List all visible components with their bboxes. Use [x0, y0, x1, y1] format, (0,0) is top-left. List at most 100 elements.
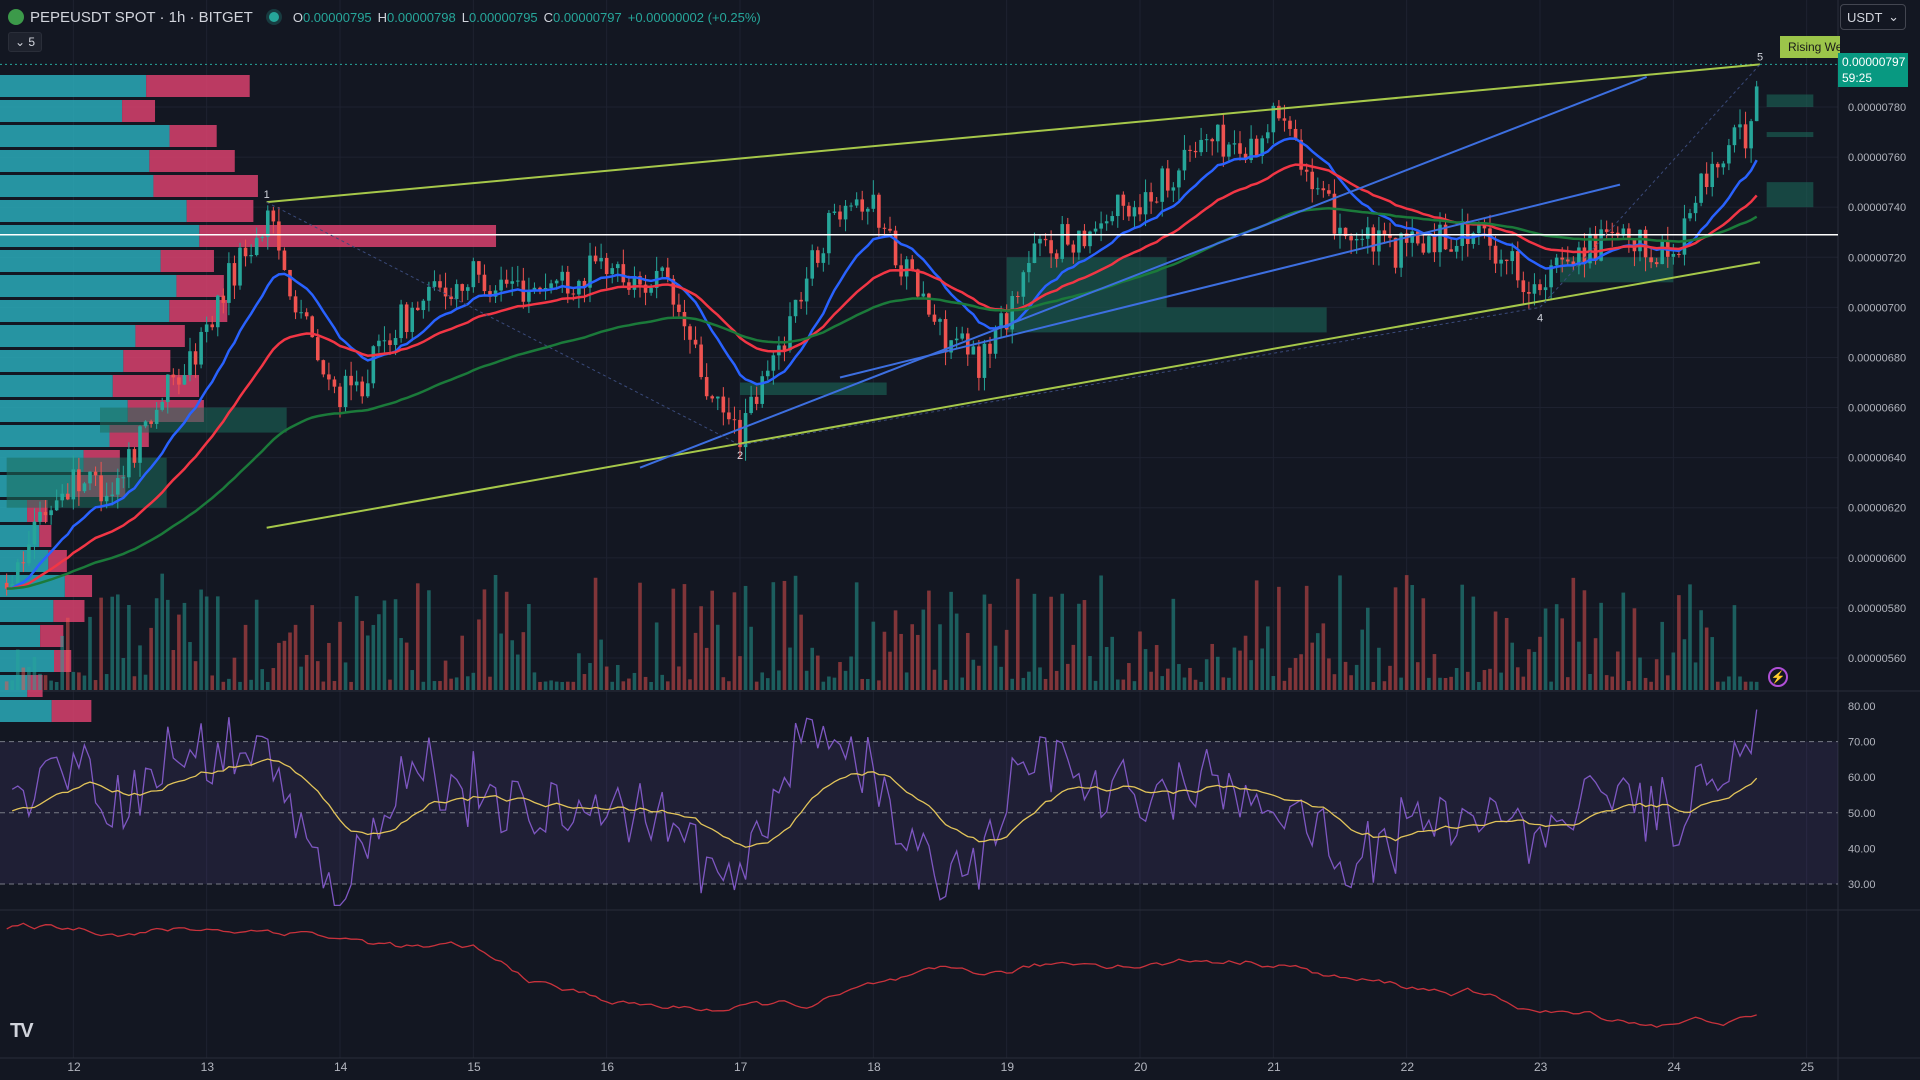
candle-body — [471, 261, 476, 288]
volume-bar — [1521, 676, 1526, 690]
candle-body — [1115, 194, 1120, 217]
volume-bar — [577, 653, 581, 690]
volume-bar — [693, 632, 698, 690]
volume-bar — [110, 596, 115, 690]
volume-profile-up — [0, 425, 110, 447]
volume-bar — [1082, 600, 1087, 690]
candle-body — [1754, 86, 1759, 122]
candle-body — [793, 299, 798, 317]
volume-bar — [115, 594, 120, 690]
volume-bar — [1449, 676, 1453, 690]
candle-body — [1454, 245, 1459, 252]
volume-bar — [493, 575, 498, 690]
volume-bar — [1727, 676, 1731, 690]
volume-bar — [749, 626, 753, 690]
volume-bar — [438, 681, 442, 690]
candle-body — [988, 343, 992, 354]
candle-body — [449, 296, 453, 300]
symbol-title[interactable]: PEPEUSDT SPOT · 1h · BITGET — [30, 8, 253, 26]
candle-body — [1349, 236, 1353, 241]
candle-body — [404, 304, 409, 332]
candle-body — [810, 250, 815, 279]
candle-body — [215, 295, 220, 328]
volume-profile-down — [51, 700, 92, 722]
candle-body — [527, 290, 531, 302]
volume-bar — [65, 617, 70, 690]
candle-body — [921, 293, 926, 297]
candle-body — [354, 381, 359, 386]
volume-bar — [1665, 675, 1670, 690]
candle-body — [1660, 241, 1665, 265]
price-tick-label: 0.00000580 — [1848, 603, 1906, 615]
volume-bar — [1471, 596, 1476, 690]
candle-body — [688, 326, 692, 340]
volume-profile-down — [176, 275, 224, 297]
candle-body — [1315, 188, 1320, 190]
candle-body — [77, 469, 81, 492]
candle-body — [677, 304, 681, 312]
volume-bar — [1404, 575, 1409, 690]
candle-body — [221, 295, 226, 303]
symbol-header[interactable]: PEPEUSDT SPOT · 1h · BITGET O 0.00000795 … — [8, 6, 767, 28]
candle-body — [599, 257, 603, 262]
volume-bar — [1165, 668, 1170, 690]
volume-bar — [738, 656, 742, 690]
volume-bar — [349, 681, 353, 690]
candle-body — [1543, 287, 1548, 291]
candle-body — [32, 521, 37, 545]
volume-bar — [715, 624, 720, 690]
volume-bar — [1243, 635, 1248, 690]
volume-bar — [421, 681, 426, 690]
volume-bar — [399, 638, 403, 690]
candle-body — [1082, 230, 1087, 247]
time-tick-label: 20 — [1134, 1060, 1148, 1074]
tradingview-logo[interactable]: TV — [10, 1020, 34, 1042]
rsi-tick-label: 60.00 — [1848, 772, 1876, 784]
wedge-pattern[interactable]: 1 2 4 5 — [0, 51, 1838, 529]
pepe-coin-icon — [8, 9, 24, 25]
candle-body — [743, 413, 748, 448]
volume-bar — [760, 672, 765, 690]
candle-body — [1210, 139, 1215, 142]
candle-body — [371, 346, 376, 384]
candle-body — [1127, 205, 1131, 217]
candle-body — [1132, 207, 1137, 217]
pattern-label[interactable]: Rising We — [1780, 36, 1840, 58]
volume-bar — [871, 621, 876, 690]
volume-profile-up — [0, 600, 54, 622]
candle-body — [1249, 138, 1253, 161]
volume-bar — [299, 666, 303, 690]
market-status-dot[interactable] — [268, 12, 279, 22]
indicators-toggle-button[interactable]: ⌄ 5 — [8, 32, 42, 52]
volume-bar — [1221, 677, 1226, 690]
candle-body — [1477, 223, 1481, 234]
volume-bar — [754, 681, 759, 690]
volume-bar — [704, 647, 709, 690]
candle-body — [993, 328, 998, 354]
candle-body — [99, 475, 103, 502]
candle-body — [138, 426, 142, 463]
candle-body — [332, 379, 337, 387]
volume-bar — [360, 620, 365, 690]
candle-body — [60, 493, 65, 501]
candle-body — [415, 307, 420, 311]
candle-body — [1054, 253, 1059, 259]
volume-bar — [388, 679, 392, 690]
volume-bar — [504, 591, 509, 690]
candle-body — [1310, 171, 1315, 190]
volume-bar — [999, 666, 1003, 690]
volume-profile-down — [53, 600, 85, 622]
volume-bar — [893, 610, 898, 690]
lightning-icon[interactable]: ⚡ — [1768, 667, 1788, 687]
currency-selector[interactable]: USDT ⌄ — [1840, 4, 1906, 30]
candle-body — [365, 383, 370, 397]
volume-bar — [1460, 584, 1465, 690]
candle-body — [388, 340, 392, 345]
volume-bar — [1038, 667, 1042, 690]
candle-body — [1538, 284, 1542, 291]
candle-body — [1388, 234, 1392, 238]
volume-bar — [821, 681, 826, 690]
volume-bar — [160, 573, 165, 690]
candle-body — [1643, 229, 1648, 258]
